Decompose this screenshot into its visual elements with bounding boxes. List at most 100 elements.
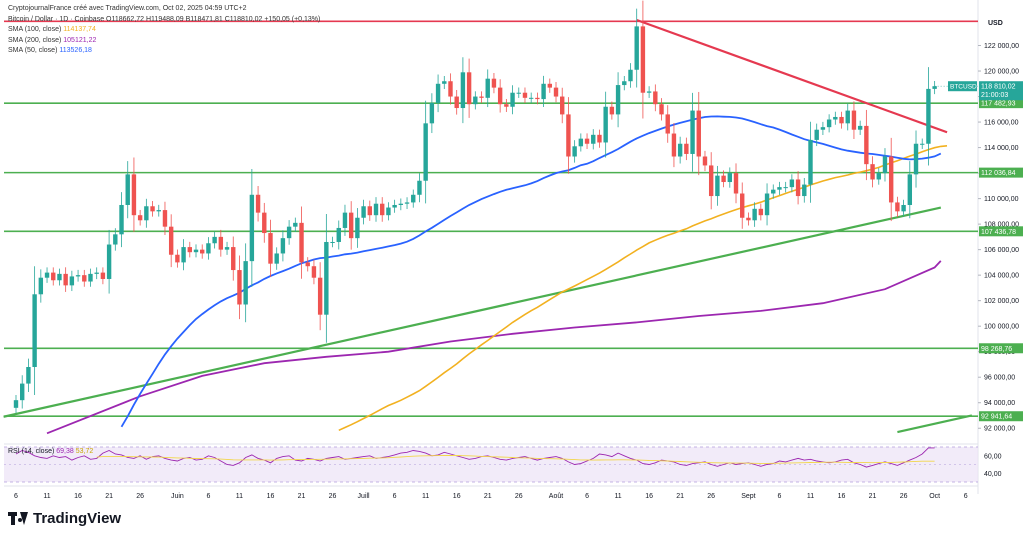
candle-body <box>932 86 937 89</box>
level-price-tag <box>979 226 1023 237</box>
candle-body <box>504 104 509 107</box>
candle-body <box>578 138 584 147</box>
level-price-label: 92 941,64 <box>981 414 1012 421</box>
candle-body <box>324 241 329 315</box>
x-tick-label: 11 <box>422 493 429 500</box>
candle-body <box>715 175 720 197</box>
candle-body <box>137 215 143 221</box>
candle-body <box>200 249 205 254</box>
candle-body <box>224 247 230 250</box>
candle-body <box>299 222 304 263</box>
candle-body <box>702 156 708 166</box>
candle-body <box>609 106 615 115</box>
candle-body <box>615 85 621 115</box>
candle-body <box>88 273 93 282</box>
candle-body <box>746 217 751 221</box>
candle-body <box>851 110 857 130</box>
candle-body <box>417 180 422 195</box>
x-tick-label: 11 <box>614 493 621 500</box>
candle-body <box>398 203 404 205</box>
x-tick-label: Oct <box>929 493 940 500</box>
candle-body <box>690 110 695 154</box>
sma100-legend[interactable]: SMA (100, close) 114137,74 <box>8 25 320 36</box>
candle-body <box>82 275 87 282</box>
candle-body <box>907 174 913 205</box>
candle-body <box>218 236 224 250</box>
candle-body <box>181 247 186 263</box>
sma200-legend[interactable]: SMA (200, close) 105121,22 <box>8 36 320 47</box>
sma50-label: SMA (50, close) <box>8 47 58 54</box>
candle-body <box>684 143 689 154</box>
level-price-tag <box>979 411 1023 422</box>
x-tick-label: 6 <box>14 493 18 500</box>
candle-body <box>839 116 844 124</box>
candle-body <box>876 173 881 180</box>
x-tick-label: 21 <box>298 493 306 500</box>
x-tick-label: 11 <box>236 493 243 500</box>
candle-body <box>752 208 757 221</box>
sma50-legend[interactable]: SMA (50, close) 113526,18 <box>8 46 320 57</box>
candle-body <box>864 125 869 165</box>
y-tick-label: 120 000,00 <box>984 69 1019 76</box>
candle-body <box>528 97 534 99</box>
candle-body <box>727 173 733 183</box>
rsi-line <box>15 447 935 468</box>
candle-body <box>628 69 633 82</box>
candle-body <box>156 210 161 212</box>
candle-body <box>721 175 726 183</box>
candle-body <box>845 110 850 124</box>
candle-body <box>870 164 875 180</box>
y-tick-label: 96 000,00 <box>984 375 1015 382</box>
y-tick-label: 114 000,00 <box>984 145 1019 152</box>
x-tick-label: 6 <box>393 493 397 500</box>
symbol-ohlc-line: Bitcoin / Dollar · 1D · Coinbase O118662… <box>8 15 321 23</box>
y-tick-label: 94 000,00 <box>984 400 1015 407</box>
candle-body <box>20 383 25 401</box>
candle-body <box>913 143 919 175</box>
x-tick-label: 21 <box>676 493 684 500</box>
candle-body <box>479 96 484 98</box>
candle-body <box>708 165 714 197</box>
bar-countdown-label: 21:00:03 <box>981 92 1008 99</box>
candle-body <box>497 87 503 105</box>
y-tick-label: 100 000,00 <box>984 324 1019 331</box>
candle-body <box>69 276 75 286</box>
candle-body <box>361 206 366 218</box>
candle-body <box>591 134 596 144</box>
candle-body <box>795 179 801 197</box>
candle-body <box>603 106 608 143</box>
candle-body <box>106 244 112 279</box>
candle-body <box>380 203 385 216</box>
candle-body <box>125 174 130 205</box>
candle-body <box>808 139 813 185</box>
candle-body <box>206 243 211 254</box>
candle-body <box>677 143 683 157</box>
level-price-tag <box>979 98 1023 109</box>
candle-body <box>423 123 428 181</box>
currency-label[interactable]: USD <box>988 20 1003 27</box>
candle-body <box>510 92 515 107</box>
candle-body <box>435 83 441 103</box>
candle-body <box>317 277 323 315</box>
candle-body <box>522 92 528 98</box>
candle-body <box>920 143 925 145</box>
candle-body <box>367 206 372 216</box>
x-tick-label: 6 <box>964 493 968 500</box>
sma200-value: 105121,22 <box>63 36 97 44</box>
rsi-legend: RSI (14, close) 69,38 53,72 <box>8 448 93 455</box>
candle-body <box>764 193 770 216</box>
rsi-legend-ma-value: 53,72 <box>76 448 94 455</box>
candle-body <box>466 72 472 105</box>
candle-body <box>833 116 838 120</box>
sma50-line <box>120 115 942 428</box>
candle-body <box>826 119 832 128</box>
x-tick-label: 21 <box>869 493 877 500</box>
rsi-ma-line <box>96 454 935 464</box>
y-tick-label: 110 000,00 <box>984 196 1019 203</box>
main-pane <box>4 16 978 441</box>
candle-body <box>237 270 242 305</box>
candle-body <box>789 179 795 188</box>
tradingview-logo[interactable]: TradingView <box>8 510 121 527</box>
candle-body <box>57 273 62 281</box>
